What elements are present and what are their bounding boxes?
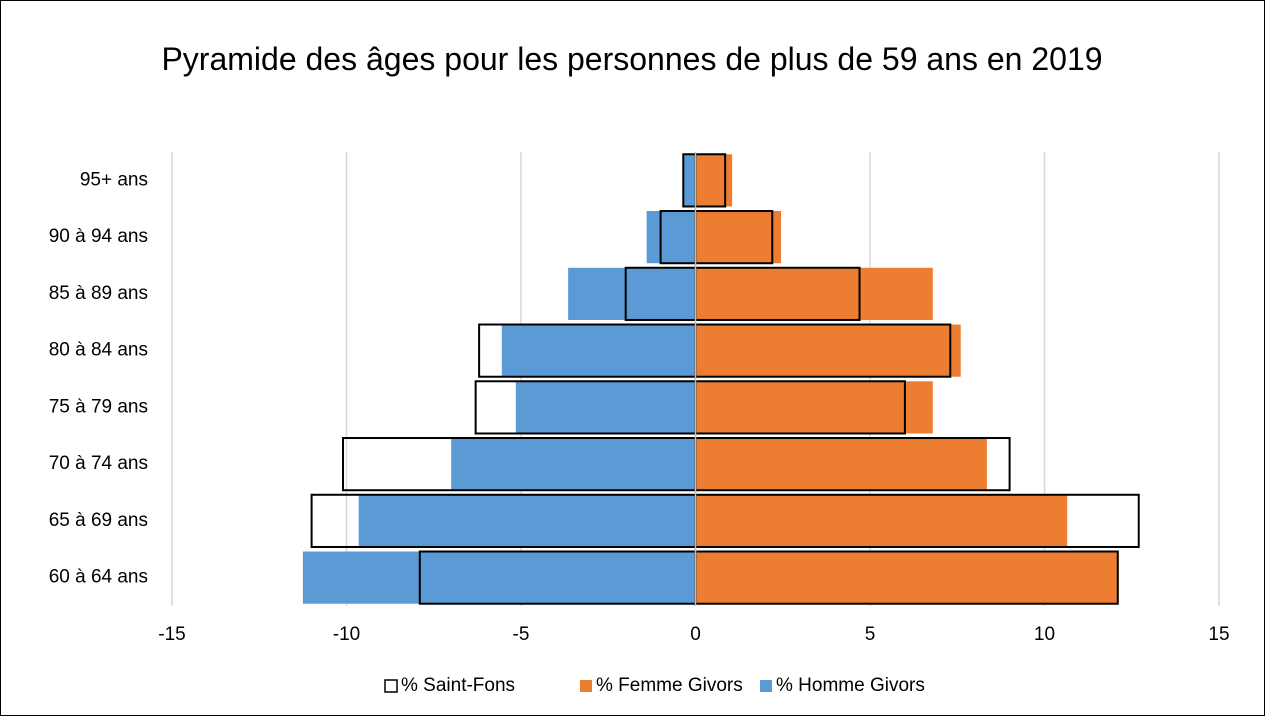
bar bbox=[695, 154, 733, 207]
bar bbox=[451, 438, 696, 491]
legend-swatch bbox=[384, 679, 398, 693]
bar bbox=[683, 154, 696, 207]
bar bbox=[695, 551, 1118, 604]
bar bbox=[358, 494, 696, 547]
y-tick-label: 95+ ans bbox=[80, 169, 148, 190]
legend-label: % Femme Givors bbox=[596, 675, 743, 696]
bar bbox=[695, 438, 987, 491]
legend-label: % Homme Givors bbox=[776, 675, 925, 696]
x-tick-label: -10 bbox=[333, 624, 360, 645]
bar bbox=[568, 267, 696, 320]
bar bbox=[501, 324, 696, 377]
bar bbox=[302, 551, 696, 604]
x-tick-label: 0 bbox=[690, 624, 701, 645]
y-tick-label: 90 à 94 ans bbox=[49, 226, 148, 247]
x-tick-label: 15 bbox=[1208, 624, 1229, 645]
legend-swatch bbox=[580, 680, 592, 692]
bar bbox=[515, 381, 696, 434]
bar bbox=[695, 494, 1068, 547]
y-tick-label: 85 à 89 ans bbox=[49, 283, 148, 304]
bar bbox=[695, 267, 933, 320]
chart-title: Pyramide des âges pour les personnes de … bbox=[161, 41, 1103, 77]
legend-swatch bbox=[760, 680, 772, 692]
x-tick-label: 10 bbox=[1034, 624, 1055, 645]
x-tick-label: 5 bbox=[865, 624, 876, 645]
legend-label: % Saint-Fons bbox=[401, 675, 515, 696]
y-tick-label: 60 à 64 ans bbox=[49, 567, 148, 588]
y-tick-label: 70 à 74 ans bbox=[49, 453, 148, 474]
x-tick-label: -5 bbox=[513, 624, 530, 645]
bar bbox=[695, 381, 933, 434]
x-tick-label: -15 bbox=[158, 624, 185, 645]
bar bbox=[695, 211, 782, 264]
bar bbox=[646, 211, 696, 264]
bar bbox=[695, 324, 961, 377]
y-tick-label: 80 à 84 ans bbox=[49, 340, 148, 361]
y-tick-label: 65 à 69 ans bbox=[49, 510, 148, 531]
y-tick-label: 75 à 79 ans bbox=[49, 396, 148, 417]
